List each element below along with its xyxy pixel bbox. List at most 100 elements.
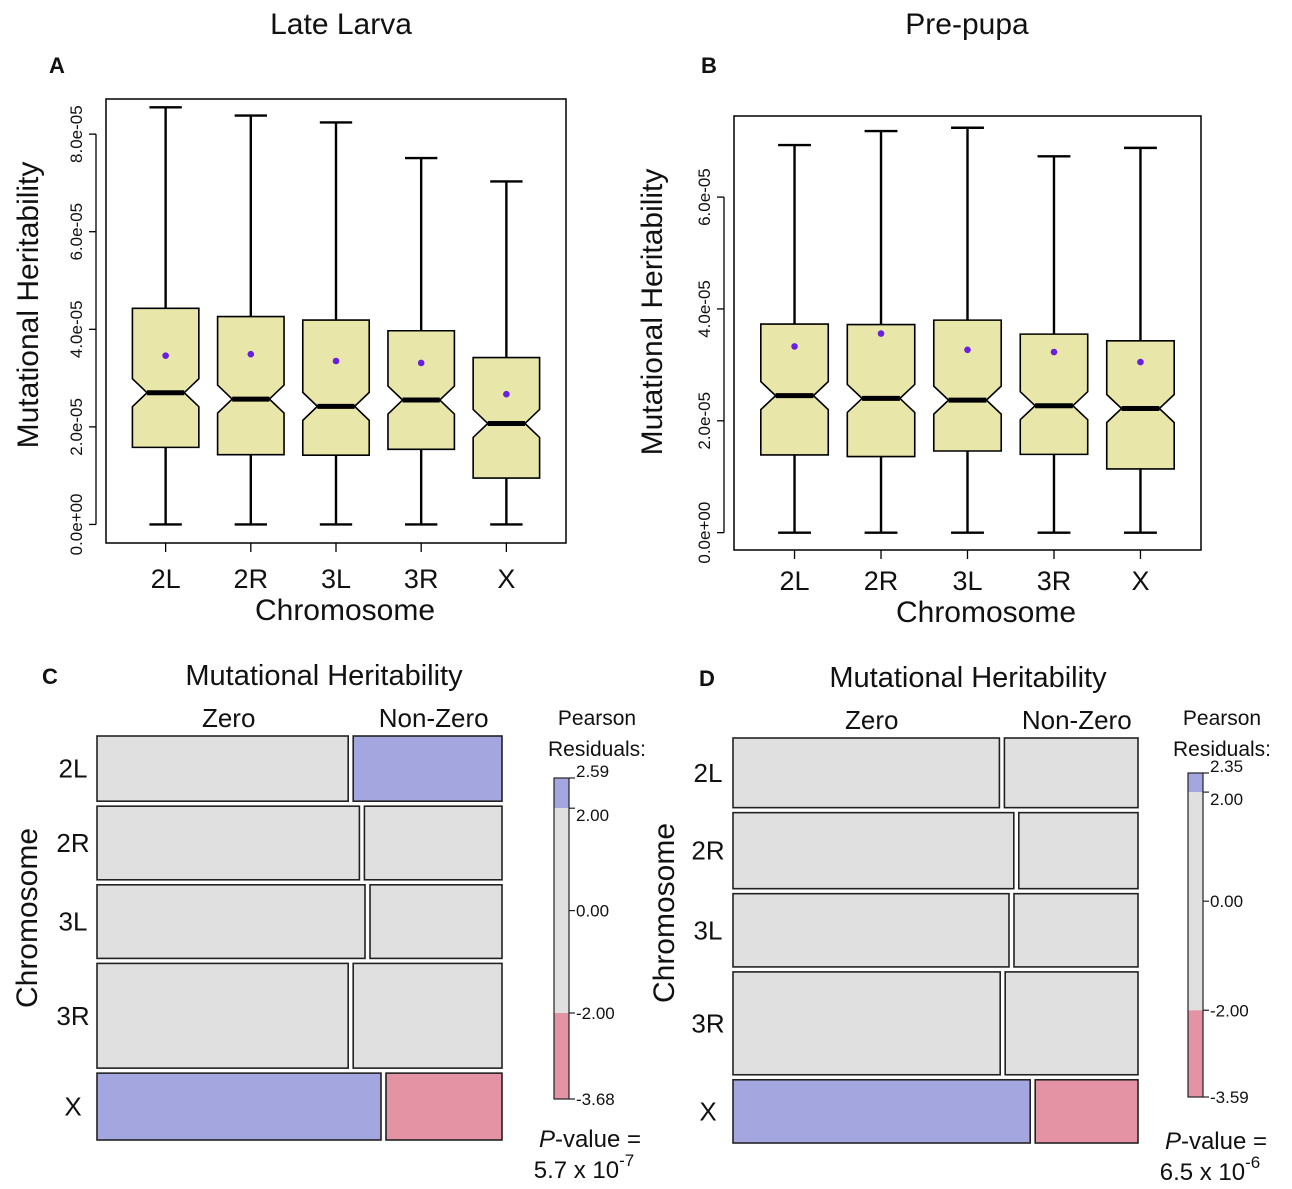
panel-c-cell-3R-nonzero <box>352 962 503 1069</box>
panel-c-legend-title-1: Pearson <box>558 707 636 730</box>
panel-c-row-label-X: X <box>64 1092 81 1122</box>
panel-d-y-axis-label: Chromosome <box>648 823 681 1003</box>
panel-c-legend-tick-label: 0.00 <box>576 902 609 921</box>
panel-a-y-tick-label: 0.0e+00 <box>67 493 86 555</box>
panel-a-x-tick-label: X <box>497 564 515 594</box>
panel-d-legend-tick-label: 2.00 <box>1210 790 1243 809</box>
panel-b-y-axis-label: Mutational Heritability <box>636 169 669 456</box>
panel-a-box-3R <box>387 329 456 451</box>
panel-a-mean-point-3L <box>332 357 340 365</box>
panel-c-y-axis-label: Chromosome <box>11 828 44 1008</box>
panel-a-x-tick-label: 3L <box>321 564 351 594</box>
panel-c-legend-positive-band <box>554 778 569 809</box>
panel-b-x-axis-label: Chromosome <box>896 596 1076 629</box>
panel-d-cell-2L-nonzero <box>1003 737 1139 809</box>
panel-d-row-label-3L: 3L <box>694 915 723 945</box>
panel-d-legend-tick-label: 2.35 <box>1210 757 1243 776</box>
panel-c-plot: Zero Non-Zero 2L 2R 3L 3R X <box>56 703 503 1141</box>
panel-b-box-X <box>1105 340 1175 470</box>
panel-c-legend-tick-label: 2.00 <box>576 806 609 825</box>
panel-d-legend-frame <box>1187 772 1204 1098</box>
panel-d-cell-X-zero <box>732 1078 1032 1144</box>
panel-a-mean-point-X <box>503 390 510 398</box>
panel-d-legend-negative-band <box>1188 1010 1203 1097</box>
panel-a-box-X <box>472 356 541 479</box>
panel-c-label: C <box>42 664 58 689</box>
panel-d-mosaic: D Mutational Heritability Chromosome Zer… <box>648 662 1271 1186</box>
panel-c-cell-2L-zero <box>96 735 349 802</box>
panel-a-box-2L <box>131 307 200 449</box>
panel-a-y-tick-label: 8.0e-05 <box>67 105 86 163</box>
panel-c-cell-2R-nonzero <box>363 805 503 881</box>
panel-d-title: Mutational Heritability <box>829 662 1107 694</box>
panel-d-cell-3L-nonzero <box>1013 892 1139 968</box>
panel-a-mean-point-2L <box>162 352 169 359</box>
panel-b-title: Pre-pupa <box>905 8 1029 41</box>
panel-b-x-tick-label: 2R <box>864 566 899 596</box>
panel-c-legend-negative-band <box>554 1012 569 1099</box>
panel-c-row-label-2L: 2L <box>59 754 88 784</box>
panel-d-legend-positive-band <box>1188 773 1203 793</box>
panel-d-legend-tick-label: -2.00 <box>1210 1001 1249 1020</box>
panel-d-p-value-label: P-value = <box>1165 1128 1267 1155</box>
panel-c-cell-3L-nonzero <box>369 883 503 960</box>
panel-d-legend-title-1: Pearson <box>1183 707 1261 730</box>
panel-d-legend-tick-label: 0.00 <box>1210 892 1243 911</box>
panel-b-mean-point-2R <box>877 330 885 337</box>
panel-d-cell-X-nonzero <box>1034 1078 1139 1144</box>
panel-c-legend-title-2: Residuals: <box>548 738 646 761</box>
panel-a-y-tick-label: 4.0e-05 <box>67 300 86 358</box>
panel-c-p-value: 5.7 x 10-7 <box>534 1151 635 1184</box>
panel-c-cell-X-zero <box>96 1072 382 1141</box>
panel-c-row-label-3R: 3R <box>56 1001 89 1031</box>
panel-d-cell-2R-zero <box>732 811 1015 890</box>
panel-d-plot: Zero Non-Zero 2L 2R 3L 3R X <box>691 705 1139 1144</box>
panel-b-mean-point-3L <box>964 346 971 354</box>
panel-c-row-label-3L: 3L <box>59 907 88 937</box>
panel-d-legend-neutral-band <box>1188 792 1203 1011</box>
panel-a-label: A <box>49 53 65 78</box>
panel-a-plot: 0.0e+00 2.0e-05 4.0e-05 6.0e-05 8.0e-05 2L 2R 3… <box>67 98 567 594</box>
panel-a-box-2R <box>216 315 285 456</box>
panel-b-x-tick-label: 3R <box>1037 566 1072 596</box>
panel-c-legend-tick-label: 2.59 <box>576 762 609 781</box>
panel-d-row-label-X: X <box>699 1096 716 1126</box>
panel-a-x-axis-label: Chromosome <box>255 594 435 627</box>
panel-a-y-tick-label: 2.0e-05 <box>67 398 86 456</box>
panel-d-row-label-3R: 3R <box>691 1008 724 1038</box>
panel-b-box-3L <box>932 319 1003 452</box>
panel-b-box-2R <box>846 323 916 458</box>
panel-d-column-header-nonzero: Non-Zero <box>1022 705 1132 735</box>
panel-b-mean-point-2L <box>791 343 798 350</box>
panel-b-y-tick-label: 0.0e+00 <box>695 502 714 564</box>
panel-d-cell-3R-nonzero <box>1004 971 1139 1076</box>
panel-a-x-tick-label: 3R <box>404 564 439 594</box>
panel-d-cell-2R-nonzero <box>1017 811 1139 890</box>
panel-c-legend-frame <box>553 777 570 1100</box>
panel-d-row-label-2R: 2R <box>691 836 724 866</box>
panel-c-legend: 2.59 2.00 0.00 -2.00 -3.68 <box>553 762 615 1109</box>
panel-c-cell-X-nonzero <box>385 1072 503 1141</box>
panel-a-y-axis-label: Mutational Heritability <box>12 162 45 449</box>
panel-a-mean-point-3R <box>417 359 425 367</box>
panel-c-legend-tick-label: -3.68 <box>576 1090 615 1109</box>
panel-a-title: Late Larva <box>270 8 412 41</box>
panel-b-mean-point-3R <box>1050 348 1058 356</box>
panel-c-title: Mutational Heritability <box>185 660 463 692</box>
panel-b-label: B <box>701 53 717 78</box>
panel-d-cell-2L-zero <box>732 737 1001 809</box>
panel-b-x-tick-label: 3L <box>952 566 982 596</box>
panel-b-x-tick-label: 2L <box>780 566 810 596</box>
panel-c-column-header-zero: Zero <box>202 703 255 733</box>
panel-c-cell-3L-zero <box>96 883 366 960</box>
panel-c-cell-2L-nonzero <box>352 735 503 802</box>
panel-d-cell-3R-zero <box>732 971 1002 1076</box>
panel-d-legend-title-2: Residuals: <box>1173 738 1271 761</box>
panel-a-x-tick-label: 2L <box>151 564 181 594</box>
panel-c-cell-2R-zero <box>96 805 361 881</box>
panel-c-legend-tick-label: -2.00 <box>576 1004 615 1023</box>
panel-d-label: D <box>699 666 715 691</box>
panel-c-row-label-2R: 2R <box>56 828 89 858</box>
